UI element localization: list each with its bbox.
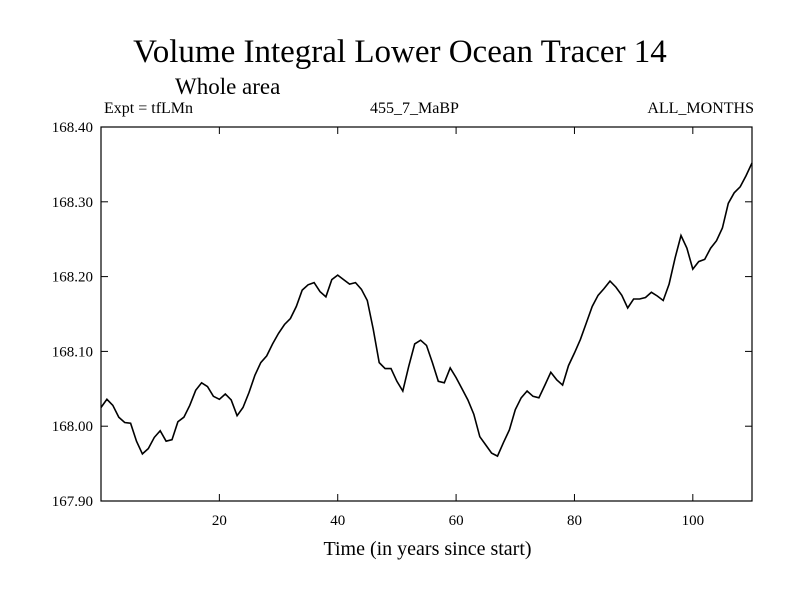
x-tick-label: 100 [682, 513, 705, 529]
series-line-tracer14 [100, 162, 753, 458]
y-tick-label: 168.10 [52, 344, 93, 360]
y-tick-label: 167.90 [52, 494, 93, 510]
chart-title: Volume Integral Lower Ocean Tracer 14 [133, 34, 667, 70]
x-axis: 20 40 60 80 100 [212, 127, 704, 529]
run-label: 455_7_MaBP [370, 100, 459, 117]
experiment-label: Expt = tfLMn [104, 100, 194, 117]
plot-frame [100, 126, 753, 502]
x-tick-label: 80 [567, 513, 582, 529]
y-axis: 167.90 168.00 168.10 168.20 168.30 168.40 [52, 120, 752, 510]
chart-subtitle: Whole area [175, 74, 281, 99]
y-tick-label: 168.00 [52, 419, 93, 435]
y-tick-label: 168.20 [52, 270, 93, 286]
x-axis-title: Time (in years since start) [323, 538, 532, 560]
y-tick-label: 168.40 [52, 120, 93, 136]
x-tick-label: 40 [330, 513, 345, 529]
x-tick-label: 20 [212, 513, 227, 529]
x-tick-label: 60 [449, 513, 464, 529]
y-tick-label: 168.30 [52, 195, 93, 211]
months-label: ALL_MONTHS [647, 100, 754, 117]
